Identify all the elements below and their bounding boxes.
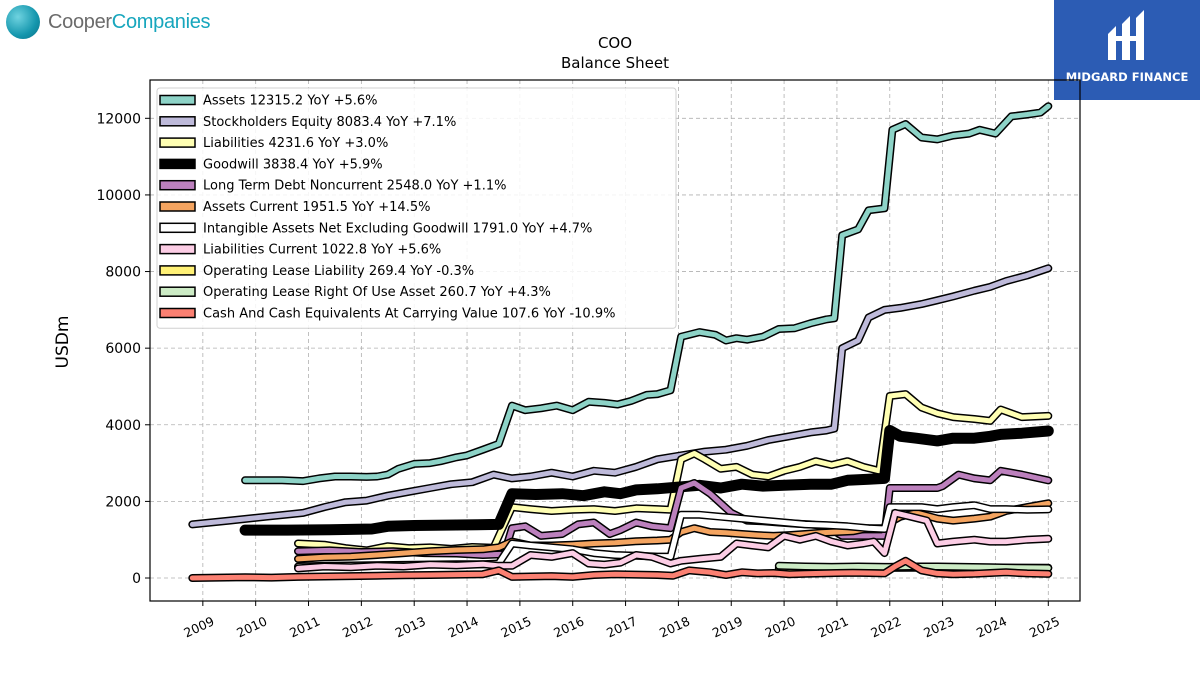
legend-swatch: [159, 94, 196, 106]
y-tick-label: 0: [132, 571, 141, 587]
legend-label: Long Term Debt Noncurrent 2548.0 YoY +1.…: [203, 179, 506, 194]
legend-label: Liabilities 4231.6 YoY +3.0%: [203, 136, 388, 151]
x-tick-label: 2022: [868, 613, 903, 640]
series-line: [295, 510, 1051, 571]
y-tick-label: 8000: [105, 265, 141, 281]
x-tick-label: 2018: [657, 613, 692, 640]
series-line: [295, 500, 1051, 562]
midgard-finance-badge: MIDGARD FINANCE: [1054, 0, 1200, 100]
legend-swatch: [159, 116, 196, 127]
y-tick-label: 4000: [105, 418, 141, 434]
legend-label: Stockholders Equity 8083.4 YoY +7.1%: [203, 115, 456, 130]
legend-swatch: [159, 243, 196, 255]
company-name: CooperCompanies: [48, 11, 211, 33]
series-group: [188, 102, 1054, 582]
legend-swatch: [159, 201, 196, 212]
midgard-logo-icon: [1108, 10, 1144, 60]
legend-swatch: [159, 222, 196, 234]
legend-label: Liabilities Current 1022.8 YoY +5.6%: [203, 243, 441, 258]
x-tick-label: 2025: [1027, 613, 1062, 640]
x-tick-label: 2017: [604, 613, 639, 640]
legend-label: Cash And Cash Equivalents At Carrying Va…: [203, 307, 615, 322]
x-tick-label: 2013: [393, 613, 428, 640]
x-tick-label: 2009: [181, 613, 216, 640]
legend-swatch: [159, 265, 196, 276]
x-tick-label: 2012: [340, 613, 375, 640]
cooper-logo-icon: [6, 5, 40, 39]
x-tick-label: 2016: [551, 613, 586, 640]
x-tick-label: 2014: [446, 613, 481, 640]
x-tick-label: 2023: [921, 613, 956, 640]
chart-title: COO: [598, 34, 632, 52]
legend-swatch: [159, 179, 196, 191]
legend-box: [156, 87, 677, 329]
y-axis-label: USDm: [53, 316, 73, 369]
series-line: [241, 426, 1053, 535]
chart-subtitle: Balance Sheet: [561, 54, 669, 72]
x-tick-label: 2010: [234, 613, 269, 640]
x-tick-label: 2019: [710, 613, 745, 640]
legend-label: Intangible Assets Net Excluding Goodwill…: [203, 221, 592, 236]
legend-label: Operating Lease Liability 269.4 YoY -0.3…: [203, 264, 474, 279]
legend: Assets 12315.2 YoY +5.6% Stockholders Equ…: [156, 87, 677, 329]
y-tick-label: 2000: [105, 494, 141, 510]
legend-label: Assets 12315.2 YoY +5.6%: [203, 94, 378, 109]
legend-label: Operating Lease Right Of Use Asset 260.7…: [203, 285, 551, 300]
y-tick-label: 10000: [96, 188, 141, 204]
cooper-companies-logo: CooperCompanies: [6, 4, 211, 40]
x-tick-label: 2015: [498, 613, 533, 640]
x-tick-label: 2020: [763, 613, 798, 640]
x-tick-label: 2024: [974, 613, 1009, 640]
y-tick-label: 12000: [96, 111, 141, 127]
legend-swatch: [159, 307, 196, 319]
series-line: [189, 558, 1051, 581]
legend-label: Goodwill 3838.4 YoY +5.9%: [203, 157, 383, 172]
legend-label: Assets Current 1951.5 YoY +14.5%: [203, 200, 430, 215]
series-line: [242, 103, 1051, 484]
badge-name: MIDGARD FINANCE: [1065, 70, 1189, 84]
y-tick-label: 6000: [105, 341, 141, 357]
x-tick-label: 2021: [815, 613, 850, 640]
legend-swatch: [159, 286, 196, 297]
plot-frame: [149, 79, 1081, 602]
legend-swatch: [159, 137, 196, 148]
x-tick-label: 2011: [287, 613, 322, 640]
legend-swatch: [159, 158, 196, 170]
